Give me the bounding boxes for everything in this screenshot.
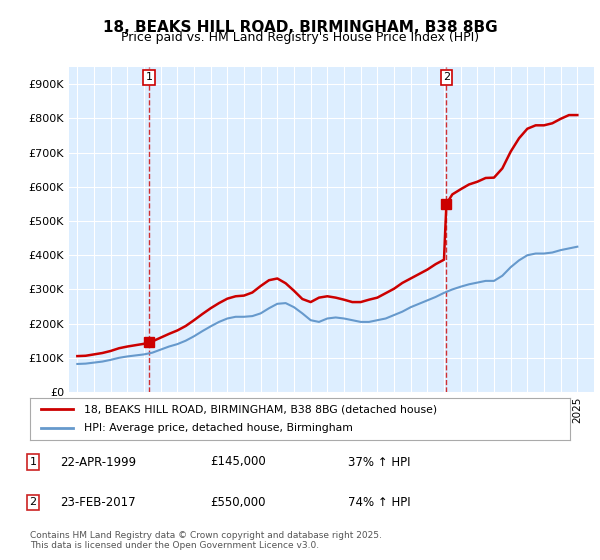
Text: 1: 1 bbox=[29, 457, 37, 467]
Text: 2: 2 bbox=[443, 72, 450, 82]
Text: 37% ↑ HPI: 37% ↑ HPI bbox=[348, 455, 410, 469]
Text: HPI: Average price, detached house, Birmingham: HPI: Average price, detached house, Birm… bbox=[84, 423, 353, 433]
Text: 18, BEAKS HILL ROAD, BIRMINGHAM, B38 8BG (detached house): 18, BEAKS HILL ROAD, BIRMINGHAM, B38 8BG… bbox=[84, 404, 437, 414]
Text: 74% ↑ HPI: 74% ↑ HPI bbox=[348, 496, 410, 509]
Text: 18, BEAKS HILL ROAD, BIRMINGHAM, B38 8BG: 18, BEAKS HILL ROAD, BIRMINGHAM, B38 8BG bbox=[103, 20, 497, 35]
Text: 1: 1 bbox=[146, 72, 152, 82]
Text: 23-FEB-2017: 23-FEB-2017 bbox=[60, 496, 136, 509]
Text: £145,000: £145,000 bbox=[210, 455, 266, 469]
Text: Price paid vs. HM Land Registry's House Price Index (HPI): Price paid vs. HM Land Registry's House … bbox=[121, 31, 479, 44]
Text: £550,000: £550,000 bbox=[210, 496, 265, 509]
Text: 22-APR-1999: 22-APR-1999 bbox=[60, 455, 136, 469]
Text: Contains HM Land Registry data © Crown copyright and database right 2025.
This d: Contains HM Land Registry data © Crown c… bbox=[30, 530, 382, 550]
Text: 2: 2 bbox=[29, 497, 37, 507]
